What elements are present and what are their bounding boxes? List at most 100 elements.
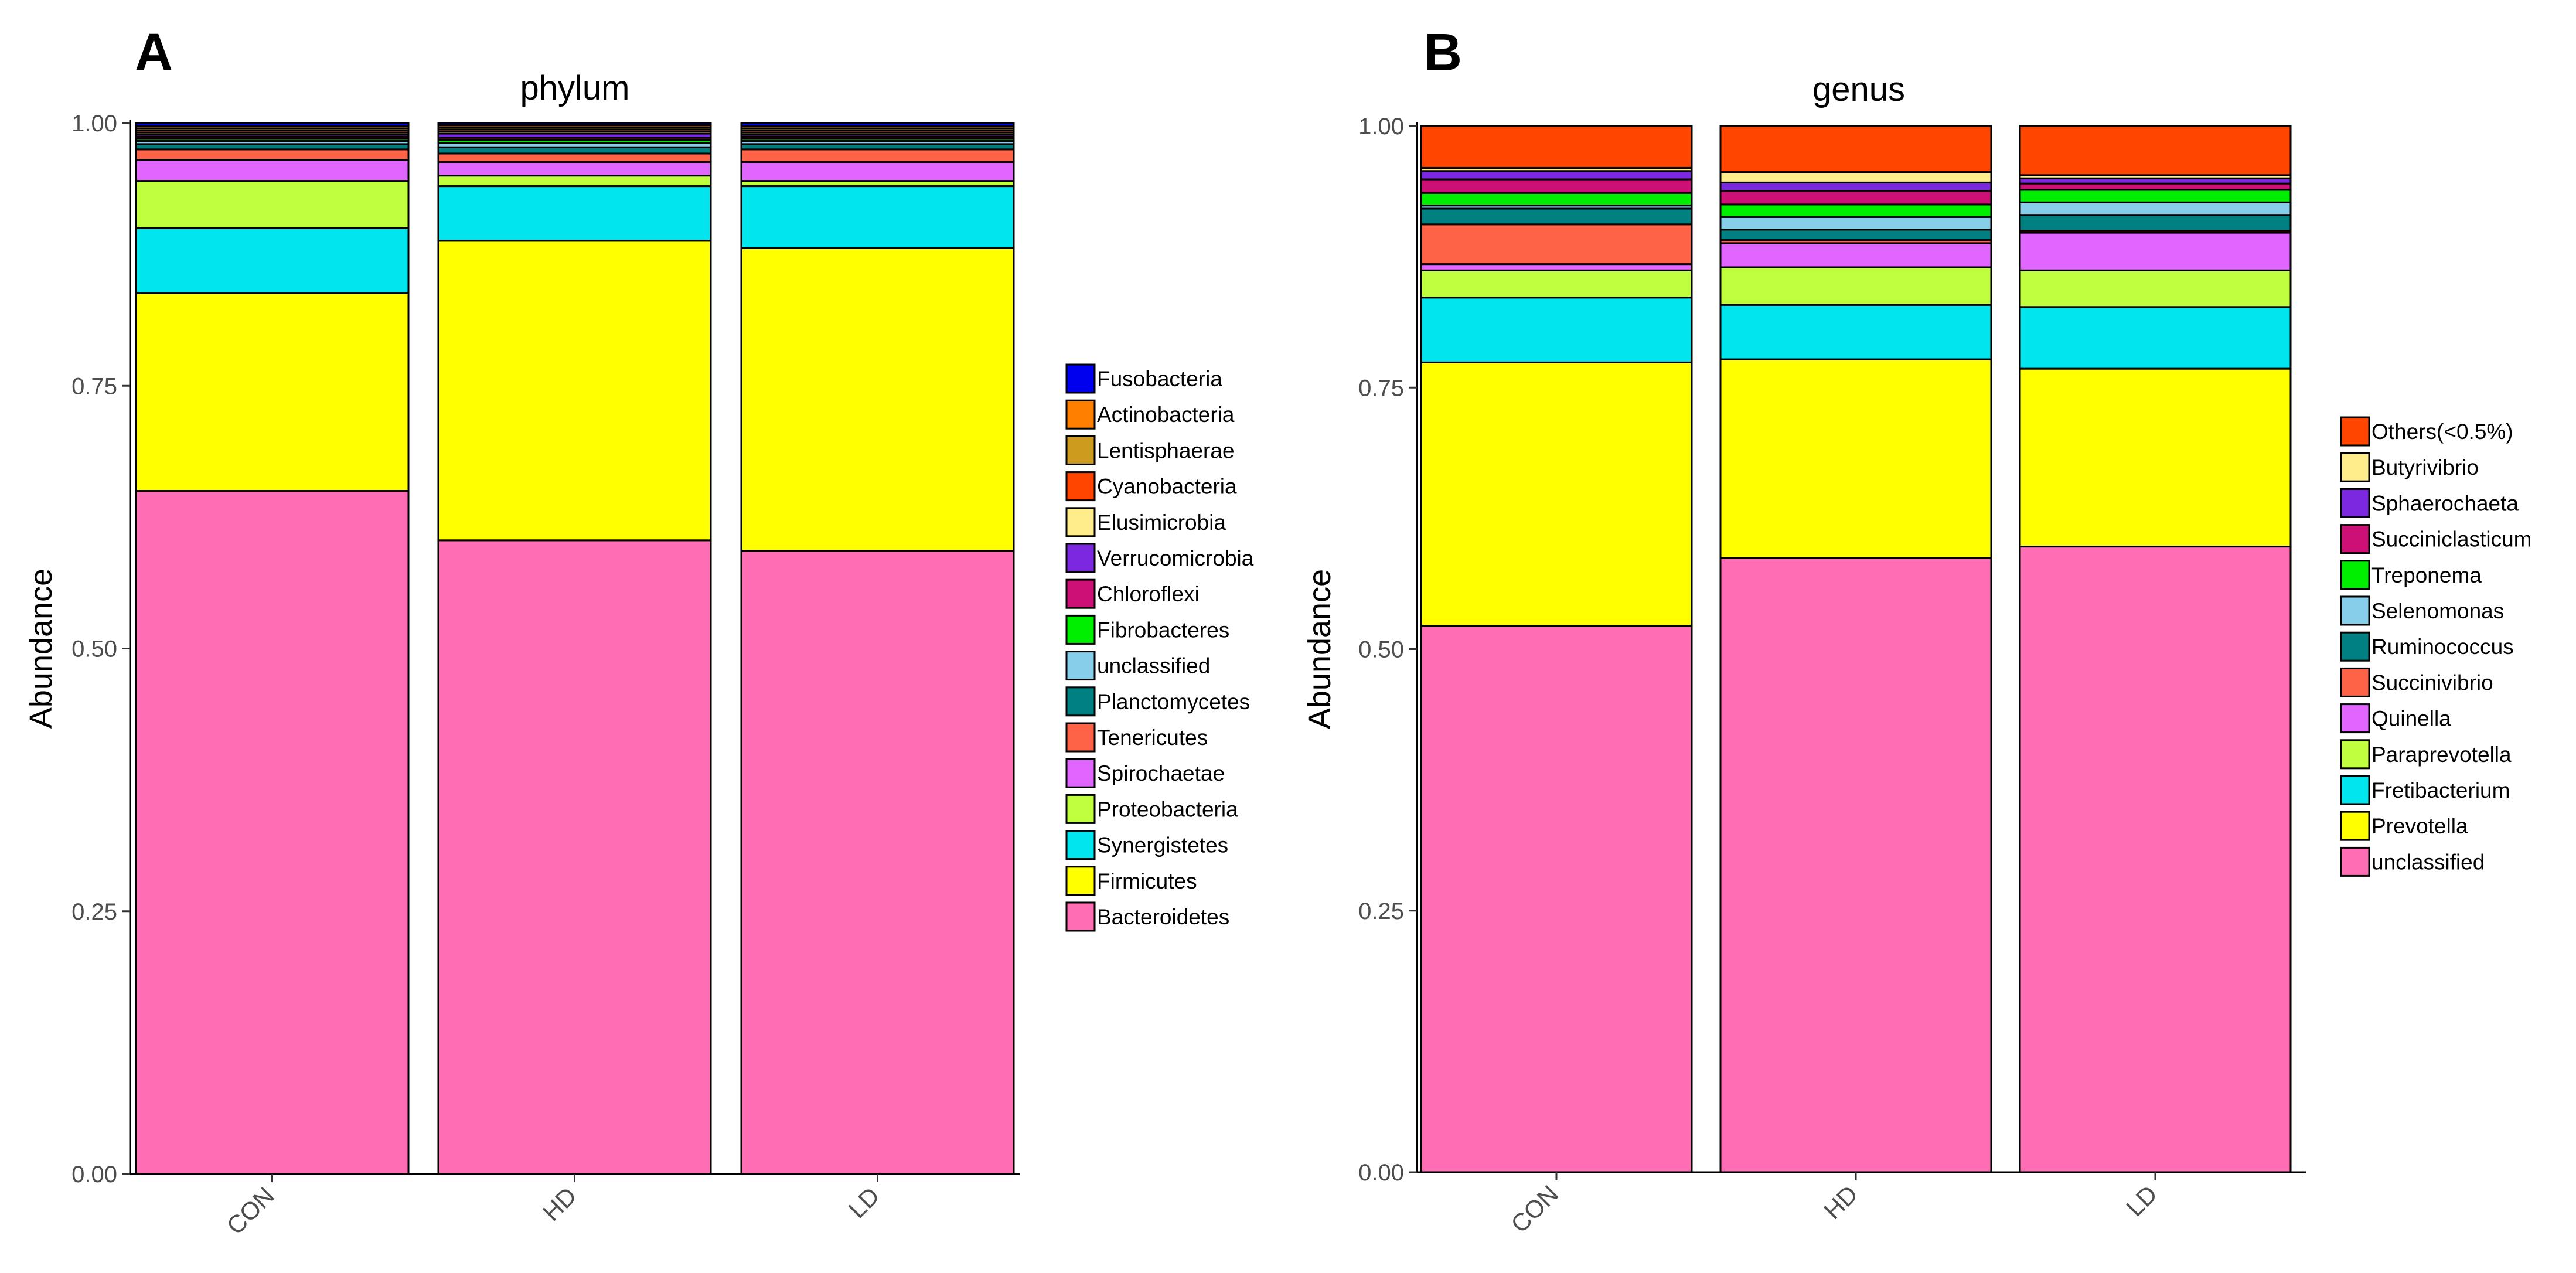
- legend-label: Butyrivibrio: [2371, 455, 2479, 479]
- legend-swatch: [1065, 722, 1096, 753]
- legend-swatch: [2340, 416, 2370, 447]
- bar-segment-fretibacterium: [2019, 306, 2292, 370]
- y-axis-title: Abundance: [1302, 569, 1337, 729]
- legend-item-verrucomicrobia: Verrucomicrobia: [1065, 543, 1254, 573]
- bar-segment-ruminococcus: [1719, 229, 1992, 241]
- legend-item-elusimicrobia: Elusimicrobia: [1065, 507, 1226, 537]
- bar-segment-firmicutes: [740, 247, 1015, 552]
- legend-label: Actinobacteria: [1097, 403, 1235, 427]
- legend-item-succiniclasticum: Succiniclasticum: [2340, 524, 2531, 554]
- legend-item-cyanobacteria: Cyanobacteria: [1065, 471, 1237, 502]
- legend-swatch: [2340, 846, 2370, 877]
- bar-segment-ruminococcus: [2019, 214, 2292, 232]
- legend-swatch: [2340, 811, 2370, 841]
- legend-swatch: [1065, 578, 1096, 609]
- legend-item-unclassified: unclassified: [2340, 846, 2485, 877]
- legend-swatch: [1065, 758, 1096, 788]
- bar-segment-prevotella: [2019, 367, 2292, 548]
- y-tick-label: 0.25: [71, 899, 117, 925]
- bar-segment-succinivibrio: [1420, 223, 1693, 266]
- legend-label: Ruminococcus: [2371, 635, 2514, 659]
- bar-segment-bacteroidetes: [740, 550, 1015, 1175]
- legend-item-lentisphaerae: Lentisphaerae: [1065, 435, 1235, 465]
- x-tick-label: HD: [1818, 1180, 1863, 1224]
- y-tick-label: 1.00: [1358, 114, 1404, 139]
- bar-segment-selenomonas: [1719, 216, 1992, 231]
- legend-label: Verrucomicrobia: [1097, 546, 1254, 570]
- y-tick-label: 0.75: [1358, 375, 1404, 401]
- legend-swatch: [2340, 524, 2370, 554]
- legend-swatch: [1065, 614, 1096, 645]
- panel-letter-a: A: [135, 23, 173, 82]
- legend-swatch: [2340, 631, 2370, 662]
- legend-label: Prevotella: [2371, 814, 2468, 838]
- legend-swatch: [2340, 452, 2370, 482]
- bar-segment-unclassified: [2019, 546, 2292, 1173]
- bar-stack-ld: [740, 122, 1015, 1175]
- legend-label: Planctomycetes: [1097, 690, 1250, 714]
- legend-label: Chloroflexi: [1097, 582, 1200, 606]
- legend-item-paraprevotella: Paraprevotella: [2340, 739, 2512, 770]
- bar-segment-sphaerochaeta: [1719, 181, 1992, 192]
- y-tick-label: 0.00: [71, 1162, 117, 1187]
- legend-swatch: [1065, 399, 1096, 430]
- bar-segment-synergistetes: [740, 185, 1015, 249]
- bar-segment-tenericutes: [740, 148, 1015, 163]
- bar-segment-paraprevotella: [2019, 269, 2292, 308]
- bar-segment-succiniclasticum: [1420, 178, 1693, 194]
- bar-segment-succiniclasticum: [2019, 182, 2292, 191]
- legend-swatch: [1065, 651, 1096, 681]
- bar-segment-tenericutes: [135, 148, 410, 161]
- legend-item-planctomycetes: Planctomycetes: [1065, 686, 1250, 717]
- y-tick-label: 0.25: [1358, 898, 1404, 924]
- legend-item-prevotella: Prevotella: [2340, 811, 2468, 841]
- legend-label: Spirochaetae: [1097, 761, 1225, 785]
- bar-segment-fusobacteria: [740, 122, 1015, 127]
- y-tick-label: 1.00: [71, 111, 117, 137]
- legend-swatch: [1065, 363, 1096, 394]
- legend-item-succinivibrio: Succinivibrio: [2340, 667, 2493, 697]
- bar-segment-selenomonas: [2019, 201, 2292, 216]
- legend-item-others-0-5: Others(<0.5%): [2340, 416, 2513, 447]
- bar-segment-synergistetes: [437, 185, 712, 242]
- legend-label: Tenericutes: [1097, 726, 1208, 750]
- legend-swatch: [2340, 667, 2370, 697]
- x-tick-label: LD: [2121, 1180, 2162, 1221]
- bar-segment-spirochaetae: [437, 161, 712, 177]
- legend-label: Cyanobacteria: [1097, 475, 1237, 499]
- bar-segment-quinella: [1420, 263, 1693, 271]
- legend-item-quinella: Quinella: [2340, 703, 2451, 734]
- legend-label: Lentisphaerae: [1097, 438, 1235, 462]
- y-tick-label: 0.50: [71, 636, 117, 662]
- legend: Fusobacteria Actinobacteria Lentisphaerae C…: [1065, 363, 1254, 932]
- chart-title: genus: [1812, 70, 1905, 108]
- legend-label: Fusobacteria: [1097, 367, 1222, 391]
- legend-item-butyrivibrio: Butyrivibrio: [2340, 452, 2479, 482]
- legend-label: Succinivibrio: [2371, 670, 2493, 695]
- bar-segment-prevotella: [1719, 358, 1992, 559]
- bar-segment-firmicutes: [437, 240, 712, 542]
- bar-segment-quinella: [2019, 232, 2292, 271]
- bar-segment-paraprevotella: [1420, 269, 1693, 299]
- legend-item-chloroflexi: Chloroflexi: [1065, 578, 1200, 609]
- legend-swatch: [1065, 866, 1096, 896]
- bar-segment-others-0-5: [1719, 125, 1992, 173]
- y-axis-title: Abundance: [23, 569, 59, 729]
- bar-segment-prevotella: [1420, 361, 1693, 627]
- legend-swatch: [1065, 507, 1096, 537]
- bar-segment-tenericutes: [437, 152, 712, 163]
- legend-swatch: [1065, 686, 1096, 717]
- legend-label: unclassified: [1097, 654, 1210, 678]
- legend-item-unclassified: unclassified: [1065, 651, 1210, 681]
- legend-label: Quinella: [2371, 707, 2451, 731]
- legend-label: Succiniclasticum: [2371, 527, 2531, 552]
- legend-item-treponema: Treponema: [2340, 560, 2482, 590]
- legend-label: Selenomonas: [2371, 599, 2504, 623]
- bar-segment-ruminococcus: [1420, 207, 1693, 226]
- legend-swatch: [1065, 794, 1096, 824]
- bar-segment-butyrivibrio: [1719, 171, 1992, 183]
- panel-a: A phylum Abundance 0.00 0.25 0.50 0.75 1.00 CON…: [23, 23, 1254, 1240]
- bar-segment-bacteroidetes: [135, 490, 410, 1175]
- y-tick-label: 0.00: [1358, 1160, 1404, 1186]
- legend-label: Treponema: [2371, 563, 2482, 587]
